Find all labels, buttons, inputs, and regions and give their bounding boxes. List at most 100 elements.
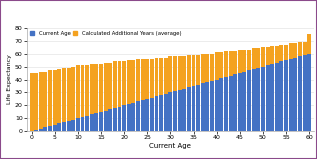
Legend: Current Age, Calculated Additional Years (average): Current Age, Calculated Additional Years… — [29, 31, 182, 37]
Bar — [76, 118, 80, 131]
Bar — [293, 43, 297, 58]
Bar — [168, 92, 172, 131]
Bar — [39, 72, 43, 129]
Bar — [155, 58, 158, 96]
Bar — [67, 121, 71, 131]
Bar — [178, 90, 182, 131]
Bar — [243, 72, 246, 131]
Bar — [62, 122, 66, 131]
Bar — [252, 48, 256, 69]
Bar — [48, 70, 52, 126]
Bar — [187, 55, 191, 87]
Bar — [256, 48, 260, 68]
Bar — [293, 58, 297, 131]
Bar — [118, 61, 121, 107]
Bar — [187, 87, 191, 131]
Bar — [43, 72, 48, 127]
Bar — [205, 54, 209, 82]
Bar — [229, 76, 232, 131]
Bar — [141, 100, 145, 131]
Bar — [196, 55, 200, 85]
Bar — [53, 125, 57, 131]
Bar — [205, 82, 209, 131]
Bar — [136, 59, 140, 101]
Bar — [94, 64, 98, 113]
Bar — [191, 55, 196, 86]
Bar — [219, 78, 223, 131]
Bar — [81, 65, 84, 117]
Bar — [85, 65, 89, 116]
Bar — [39, 129, 43, 131]
Bar — [90, 114, 94, 131]
Bar — [229, 51, 232, 76]
Bar — [71, 120, 75, 131]
Bar — [303, 42, 307, 55]
Bar — [122, 105, 126, 131]
Bar — [62, 68, 66, 122]
Bar — [215, 80, 219, 131]
Bar — [113, 61, 117, 108]
Bar — [81, 117, 84, 131]
Bar — [191, 86, 196, 131]
Bar — [159, 95, 163, 131]
Bar — [243, 50, 246, 72]
X-axis label: Current Age: Current Age — [149, 143, 191, 149]
Bar — [182, 56, 186, 89]
Bar — [280, 45, 283, 61]
Bar — [164, 94, 168, 131]
Bar — [275, 46, 279, 63]
Bar — [76, 65, 80, 118]
Bar — [247, 70, 251, 131]
Bar — [224, 77, 228, 131]
Bar — [155, 96, 158, 131]
Bar — [266, 47, 269, 65]
Bar — [132, 60, 135, 103]
Bar — [238, 73, 242, 131]
Bar — [159, 58, 163, 95]
Bar — [289, 59, 293, 131]
Bar — [99, 112, 103, 131]
Bar — [182, 89, 186, 131]
Bar — [266, 65, 269, 131]
Bar — [233, 51, 237, 74]
Bar — [168, 56, 172, 92]
Bar — [90, 64, 94, 114]
Bar — [29, 73, 34, 131]
Bar — [57, 123, 61, 131]
Bar — [261, 67, 265, 131]
Bar — [280, 61, 283, 131]
Bar — [284, 60, 288, 131]
Text: Life Expectancy Based on Current Age, 2015: Life Expectancy Based on Current Age, 20… — [5, 7, 231, 16]
Bar — [132, 103, 135, 131]
Bar — [284, 45, 288, 60]
Bar — [34, 73, 38, 130]
Bar — [238, 50, 242, 73]
Bar — [275, 63, 279, 131]
Bar — [136, 101, 140, 131]
Bar — [270, 64, 274, 131]
Bar — [210, 81, 214, 131]
Bar — [145, 59, 149, 99]
Bar — [256, 68, 260, 131]
Bar — [145, 99, 149, 131]
Bar — [298, 42, 302, 56]
Bar — [270, 46, 274, 64]
Bar — [201, 83, 205, 131]
Y-axis label: Life Expectancy: Life Expectancy — [7, 55, 12, 104]
Bar — [127, 104, 131, 131]
Bar — [219, 52, 223, 78]
Bar — [303, 55, 307, 131]
Bar — [289, 43, 293, 59]
Bar — [215, 52, 219, 80]
Bar — [173, 91, 177, 131]
Bar — [261, 47, 265, 67]
Bar — [34, 130, 38, 131]
Bar — [85, 116, 89, 131]
Bar — [48, 126, 52, 131]
Bar — [210, 54, 214, 81]
Bar — [127, 60, 131, 104]
Bar — [113, 108, 117, 131]
Bar — [108, 63, 112, 109]
Bar — [178, 56, 182, 90]
Bar — [99, 64, 103, 112]
